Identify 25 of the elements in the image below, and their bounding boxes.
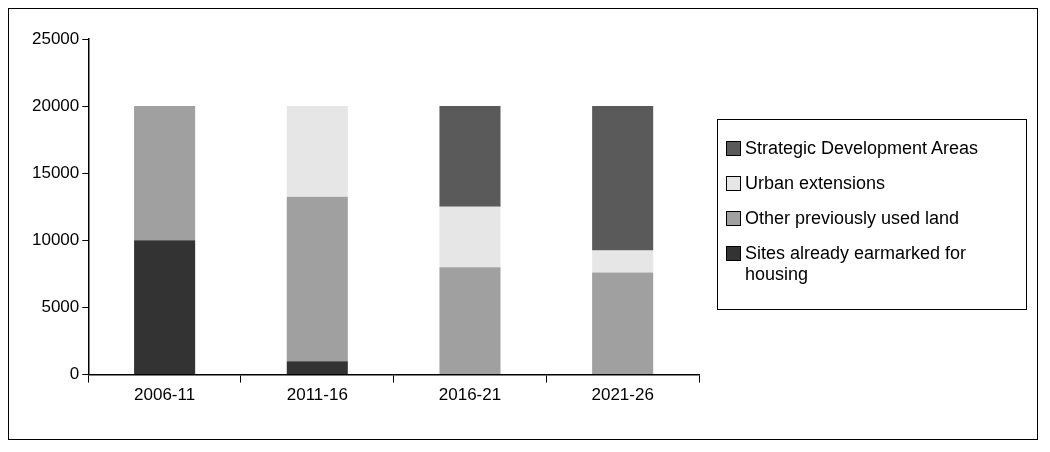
x-tick-label: 2011-16 [286, 385, 348, 405]
bar [592, 106, 654, 251]
bar [592, 272, 654, 375]
legend-label: Sites already earmarked for housing [745, 243, 968, 285]
y-tick-label: 5000 [41, 297, 80, 317]
x-tick-label: 2016-21 [438, 385, 502, 405]
bar [134, 106, 196, 241]
x-tick-label: 2006-11 [134, 385, 196, 405]
bar [439, 206, 501, 268]
legend-label: Strategic Development Areas [745, 138, 979, 159]
bar [286, 361, 348, 375]
bar [592, 250, 654, 273]
bar [286, 106, 348, 197]
bar [439, 267, 501, 375]
bar [439, 106, 501, 207]
y-tick-label: 15000 [31, 162, 80, 182]
y-tick-label: 10000 [31, 230, 80, 250]
y-tick-label: 0 [69, 364, 80, 384]
y-tick-label: 25000 [31, 28, 80, 48]
bar [134, 240, 196, 375]
legend-label: Other previously used land [745, 208, 960, 229]
legend-label: Urban extensions [745, 173, 886, 194]
y-tick-label: 20000 [31, 95, 80, 115]
x-tick-label: 2021-26 [591, 385, 654, 405]
bar [286, 196, 348, 362]
